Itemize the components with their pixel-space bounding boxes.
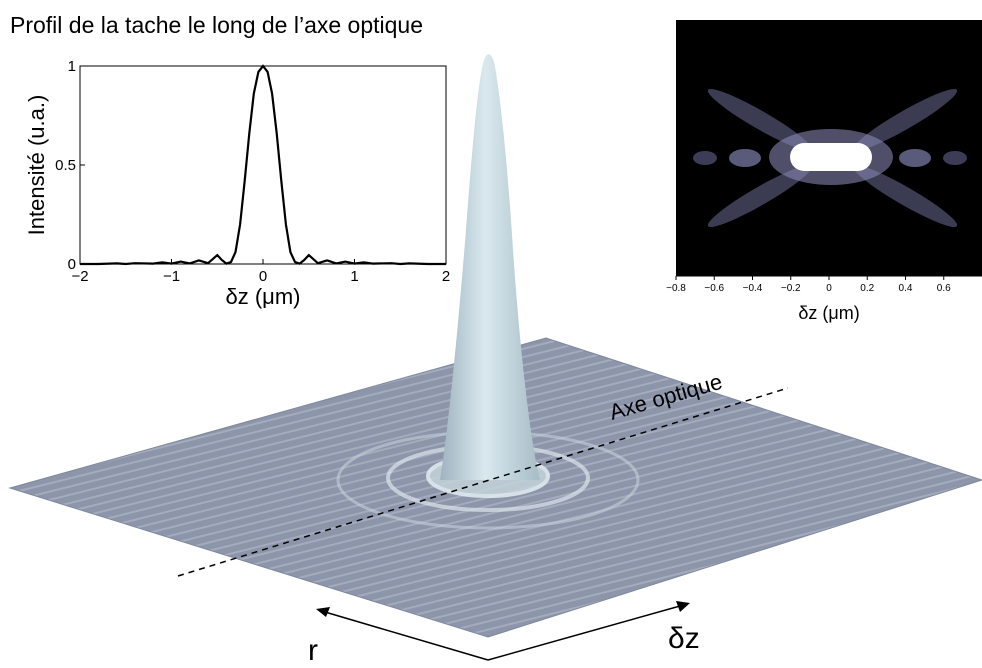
r-arrow-head <box>316 607 330 617</box>
r-axis-label: r <box>308 634 318 667</box>
surface-peak <box>440 54 540 480</box>
line-xtick-label: 0 <box>259 268 267 285</box>
heatmap-lobe-ll <box>707 165 813 227</box>
heatmap-xtick-label: 0.6 <box>937 283 951 294</box>
heatmap-side-left <box>729 149 761 167</box>
heatmap-xtick-label: −0.2 <box>781 283 801 294</box>
line-xtick-label: −2 <box>71 268 88 285</box>
dz-arrow-head <box>676 601 690 612</box>
heatmap-xlabel: δz (μm) <box>798 303 859 323</box>
heatmap-lobe-lr <box>852 165 958 227</box>
heatmap-xtick-label: 0 <box>826 283 832 294</box>
heatmap-xtick-label: 0.4 <box>899 283 913 294</box>
heatmap-side-right2 <box>943 151 967 165</box>
heatmap-lobe-ul <box>707 89 813 151</box>
heatmap-lobe-ur <box>852 89 958 151</box>
heatmap-side-right <box>899 149 931 167</box>
optical-axis-line <box>177 387 789 577</box>
dz-axis-arrow <box>487 605 681 661</box>
line-xtick-label: 2 <box>442 268 450 285</box>
heatmap-xtick-label: −0.8 <box>666 283 686 294</box>
line-ytick-label: 0 <box>68 256 76 273</box>
line-xtick-label: 1 <box>350 268 358 285</box>
line-xtick-label: −1 <box>163 268 180 285</box>
heatmap-side-left2 <box>693 151 717 165</box>
line-ytick-label: 1 <box>68 58 76 75</box>
line-ytick-label: 0.5 <box>55 157 76 174</box>
dz-axis-label: δz <box>668 622 700 655</box>
heatmap-xtick-label: −0.6 <box>704 283 724 294</box>
heatmap-core <box>790 143 872 171</box>
line-chart-bg <box>80 66 446 264</box>
intensity-line-series <box>80 64 446 266</box>
line-chart: −2 −1 0 1 2 0 0.5 1 δz (μm) Intensité (u.a.) <box>24 58 450 309</box>
heatmap-lobes <box>693 89 967 227</box>
line-chart-xlabel: δz (μm) <box>225 284 300 309</box>
heatmap-chart: −0.8 −0.6 −0.4 −0.2 0 0.2 0.4 0.6 δz (μm) <box>666 20 982 323</box>
heatmap-xtick-label: 0.2 <box>860 283 874 294</box>
r-axis-arrow <box>324 611 489 661</box>
heatmap-xtick-label: −0.4 <box>743 283 763 294</box>
line-chart-ylabel: Intensité (u.a.) <box>24 95 49 236</box>
figure-title: Profil de la tache le long de l’axe opti… <box>10 12 424 38</box>
